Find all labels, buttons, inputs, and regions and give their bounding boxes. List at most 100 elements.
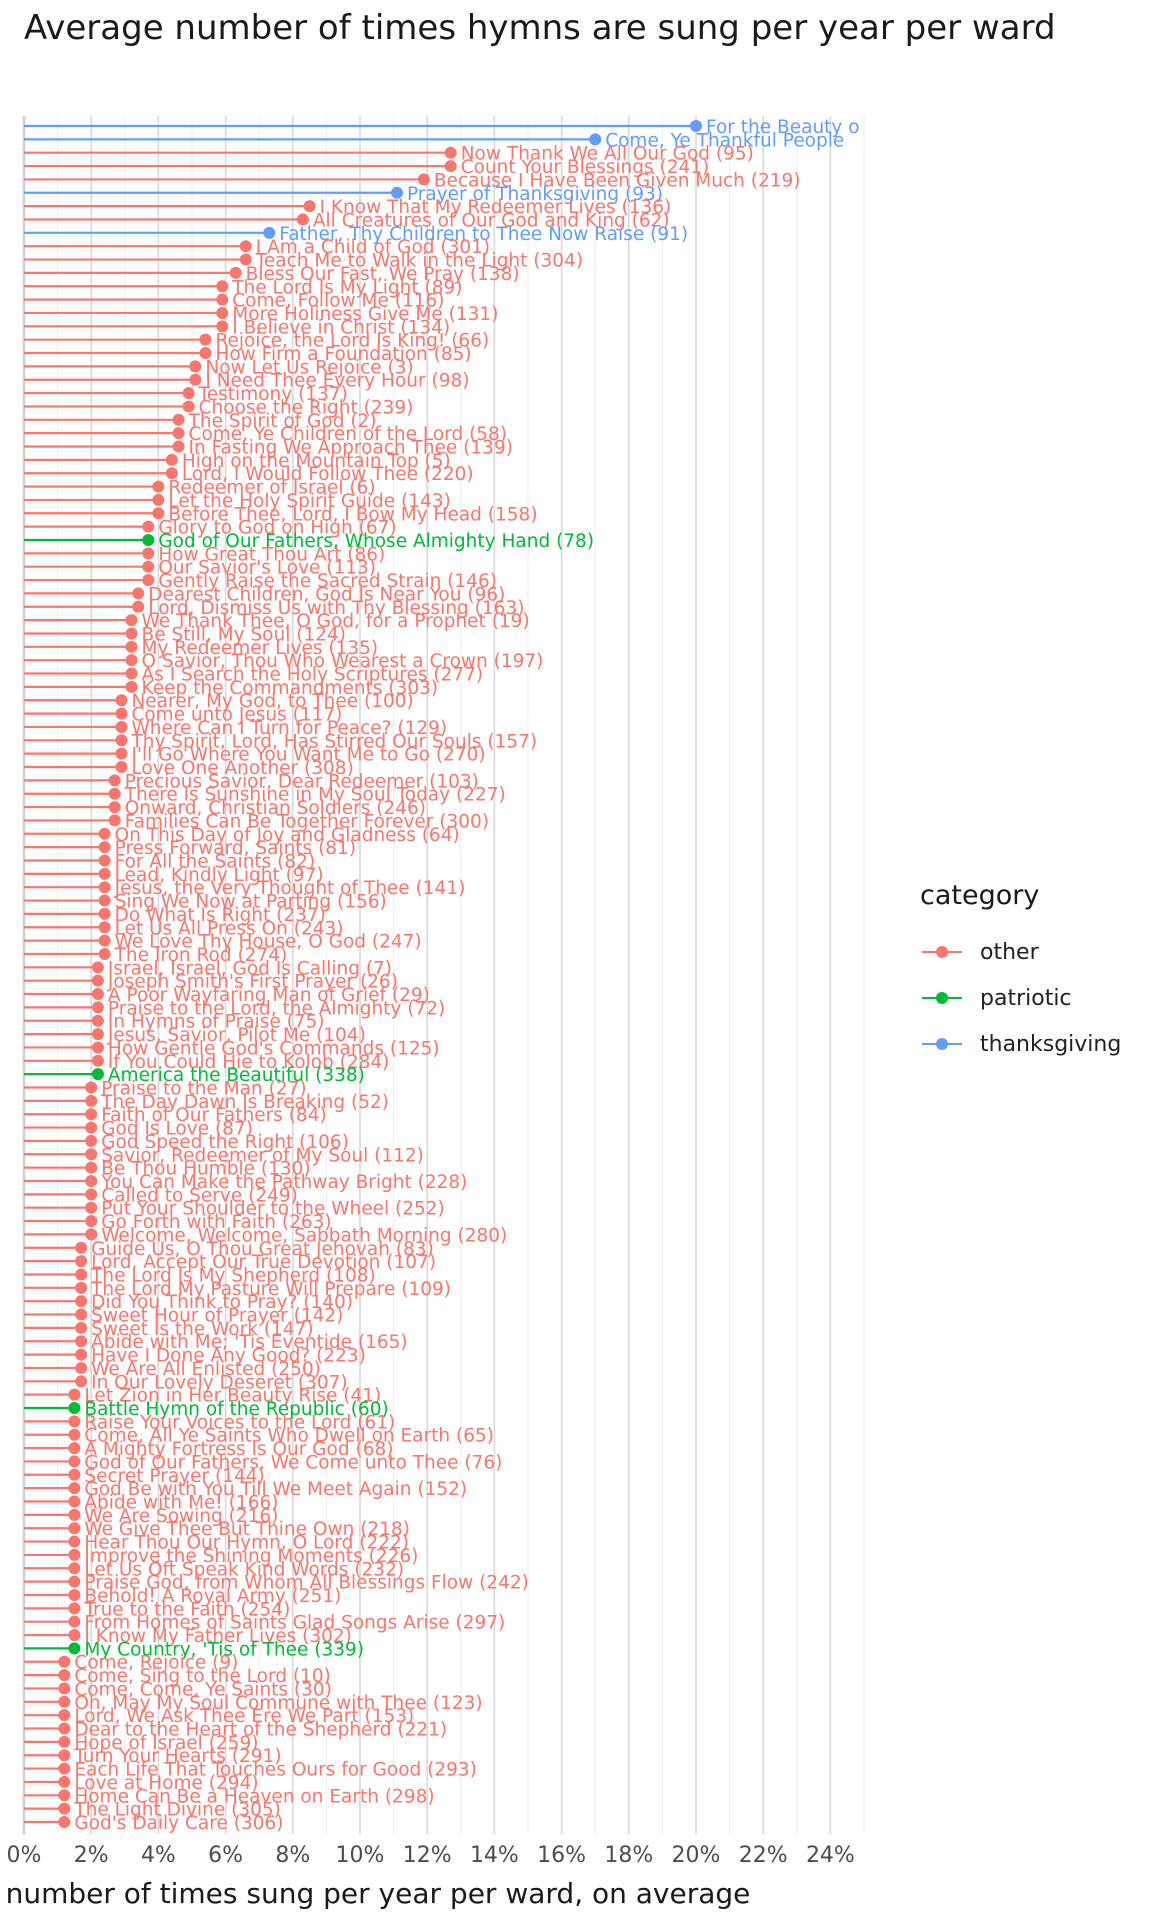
lollipop-point bbox=[91, 988, 104, 1001]
lollipop-row: Testimony (137) bbox=[24, 384, 348, 405]
lollipop-point bbox=[216, 306, 229, 319]
x-axis-ticks: 0% 2% 4% 6% 8% 10% 12% 14% 16% 18% 20% 22% 24% bbox=[7, 1843, 855, 1868]
hymn-label: We Love Thy House, O God (247) bbox=[115, 932, 422, 953]
hymn-label: Love at Home (294) bbox=[74, 1773, 258, 1794]
hymn-label: Guide Us, O Thou Great Jehovah (83) bbox=[91, 1239, 434, 1260]
lollipop-point bbox=[125, 627, 138, 640]
lollipop-row: Raise Your Voices to the Lord (61) bbox=[24, 1412, 395, 1433]
lollipop-point bbox=[58, 1762, 71, 1775]
lollipop-row: Let Us Oft Speak Kind Words (232) bbox=[24, 1559, 404, 1580]
lollipop-point bbox=[165, 453, 178, 466]
lollipop-row: Home Can Be a Heaven on Earth (298) bbox=[24, 1786, 435, 1807]
lollipop-row: Come, All Ye Saints Who Dwell on Earth (… bbox=[24, 1426, 494, 1447]
lollipop-point bbox=[68, 1562, 81, 1575]
lollipop-row: In Hymns of Praise (75) bbox=[24, 1012, 325, 1033]
lollipop-row: Love One Another (308) bbox=[24, 758, 354, 779]
hymn-label: Behold! A Royal Army (251) bbox=[84, 1586, 341, 1607]
lollipop-point bbox=[142, 560, 155, 573]
lollipop-point bbox=[58, 1722, 71, 1735]
lollipop-point bbox=[98, 841, 111, 854]
lollipop-point bbox=[125, 667, 138, 680]
lollipop-row: From Homes of Saints Glad Songs Arise (2… bbox=[24, 1613, 505, 1634]
lollipop-point bbox=[58, 1789, 71, 1802]
hymn-label: Abide with Me; 'Tis Eventide (165) bbox=[91, 1332, 408, 1353]
lollipop-point bbox=[68, 1615, 81, 1628]
lollipop-row: Come, Follow Me (116) bbox=[24, 291, 445, 312]
lollipop-point bbox=[58, 1802, 71, 1815]
legend-title: category bbox=[920, 880, 1040, 911]
lollipop-row: Did You Think to Pray? (140) bbox=[24, 1292, 353, 1313]
hymn-label: In Hymns of Praise (75) bbox=[108, 1012, 325, 1033]
x-tick-label: 2% bbox=[74, 1843, 109, 1868]
lollipop-point bbox=[85, 1201, 98, 1214]
hymn-label: Each Life That Touches Ours for Good (29… bbox=[74, 1760, 477, 1781]
lollipop-point bbox=[125, 640, 138, 653]
lollipop-point bbox=[75, 1281, 88, 1294]
legend-item-other: other bbox=[920, 929, 1121, 975]
lollipop-point bbox=[115, 734, 128, 747]
hymn-label: America the Beautiful (338) bbox=[108, 1065, 365, 1086]
hymn-label: On This Day of Joy and Gladness (64) bbox=[115, 825, 460, 846]
lollipop-point bbox=[91, 1068, 104, 1081]
lollipop-row: In Fasting We Approach Thee (139) bbox=[24, 438, 513, 459]
hymn-label: Testimony (137) bbox=[198, 384, 348, 405]
lollipop-row: Nearer, My God, to Thee (100) bbox=[24, 691, 414, 712]
hymn-label: Be Still, My Soul (124) bbox=[142, 624, 346, 645]
hymn-label: Jesus, the Very Thought of Thee (141) bbox=[114, 878, 466, 899]
lollipop-row: You Can Make the Pathway Bright (228) bbox=[24, 1172, 467, 1193]
lollipop-point bbox=[189, 360, 202, 373]
lollipop-point bbox=[85, 1228, 98, 1241]
hymn-label: Count Your Blessings (241) bbox=[461, 157, 710, 178]
legend-item-thanksgiving: thanksgiving bbox=[920, 1021, 1121, 1067]
hymn-label: Go Forth with Faith (263) bbox=[101, 1212, 331, 1233]
hymn-label: Welcome, Welcome, Sabbath Morning (280) bbox=[101, 1225, 507, 1246]
lollipop-point bbox=[68, 1522, 81, 1535]
lollipop-row: I Believe in Christ (134) bbox=[24, 317, 450, 338]
hymn-label: Abide with Me! (166) bbox=[84, 1492, 278, 1513]
x-tick-label: 8% bbox=[275, 1843, 310, 1868]
lollipop-point bbox=[58, 1709, 71, 1722]
lollipop-row: Lead, Kindly Light (97) bbox=[24, 865, 324, 886]
lollipop-row: High on the Mountain Top (5) bbox=[24, 451, 451, 472]
lollipop-row: More Holiness Give Me (131) bbox=[24, 304, 498, 325]
lollipop-point bbox=[199, 333, 212, 346]
lollipop-row: As I Search the Holy Scriptures (277) bbox=[24, 665, 483, 686]
lollipop-row: Behold! A Royal Army (251) bbox=[24, 1586, 341, 1607]
hymn-label: More Holiness Give Me (131) bbox=[232, 304, 498, 325]
lollipop-row: Come, Ye Thankful People bbox=[24, 130, 844, 151]
x-tick-label: 18% bbox=[604, 1843, 653, 1868]
lollipop-point bbox=[216, 320, 229, 333]
lollipop-point bbox=[172, 427, 185, 440]
lollipop-row: Sweet Hour of Prayer (142) bbox=[24, 1306, 343, 1327]
lollipop-point bbox=[229, 266, 242, 279]
lollipop-row: Guide Us, O Thou Great Jehovah (83) bbox=[24, 1239, 434, 1260]
lollipop-point bbox=[444, 146, 457, 159]
lollipop-row: I Know My Father Lives (302) bbox=[24, 1626, 352, 1647]
lollipop-point bbox=[91, 974, 104, 987]
lollipop-row: Sing We Now at Parting (156) bbox=[24, 892, 387, 913]
lollipop-row: Abide with Me; 'Tis Eventide (165) bbox=[24, 1332, 408, 1353]
hymn-label: Dearest Children, God Is Near You (96) bbox=[148, 584, 505, 605]
x-tick-label: 6% bbox=[208, 1843, 243, 1868]
lollipop-row: We Love Thy House, O God (247) bbox=[24, 932, 422, 953]
lollipop-row: America the Beautiful (338) bbox=[24, 1065, 365, 1086]
hymn-label: Where Can I Turn for Peace? (129) bbox=[131, 718, 447, 739]
lollipop-point bbox=[263, 226, 276, 239]
lollipop-point bbox=[172, 413, 185, 426]
hymn-label: Did You Think to Pray? (140) bbox=[91, 1292, 353, 1313]
lollipop-point bbox=[58, 1749, 71, 1762]
lollipop-point bbox=[75, 1241, 88, 1254]
hymn-label: Sweet Hour of Prayer (142) bbox=[91, 1306, 343, 1327]
lollipop-row: Let the Holy Spirit Guide (143) bbox=[24, 491, 451, 512]
hymn-label: Come, Come, Ye Saints (30) bbox=[74, 1679, 332, 1700]
lollipop-point bbox=[85, 1094, 98, 1107]
lollipop-point bbox=[75, 1268, 88, 1281]
lollipop-row: Before Thee, Lord, I Bow My Head (158) bbox=[24, 504, 538, 525]
lollipop-row: Hope of Israel (259) bbox=[24, 1733, 258, 1754]
x-tick-label: 20% bbox=[672, 1843, 721, 1868]
x-tick-label: 24% bbox=[806, 1843, 855, 1868]
hymn-label: A Poor Wayfaring Man of Grief (29) bbox=[108, 985, 430, 1006]
lollipop-point bbox=[172, 440, 185, 453]
lollipop-point bbox=[58, 1669, 71, 1682]
legend-key-patriotic bbox=[920, 988, 964, 1008]
